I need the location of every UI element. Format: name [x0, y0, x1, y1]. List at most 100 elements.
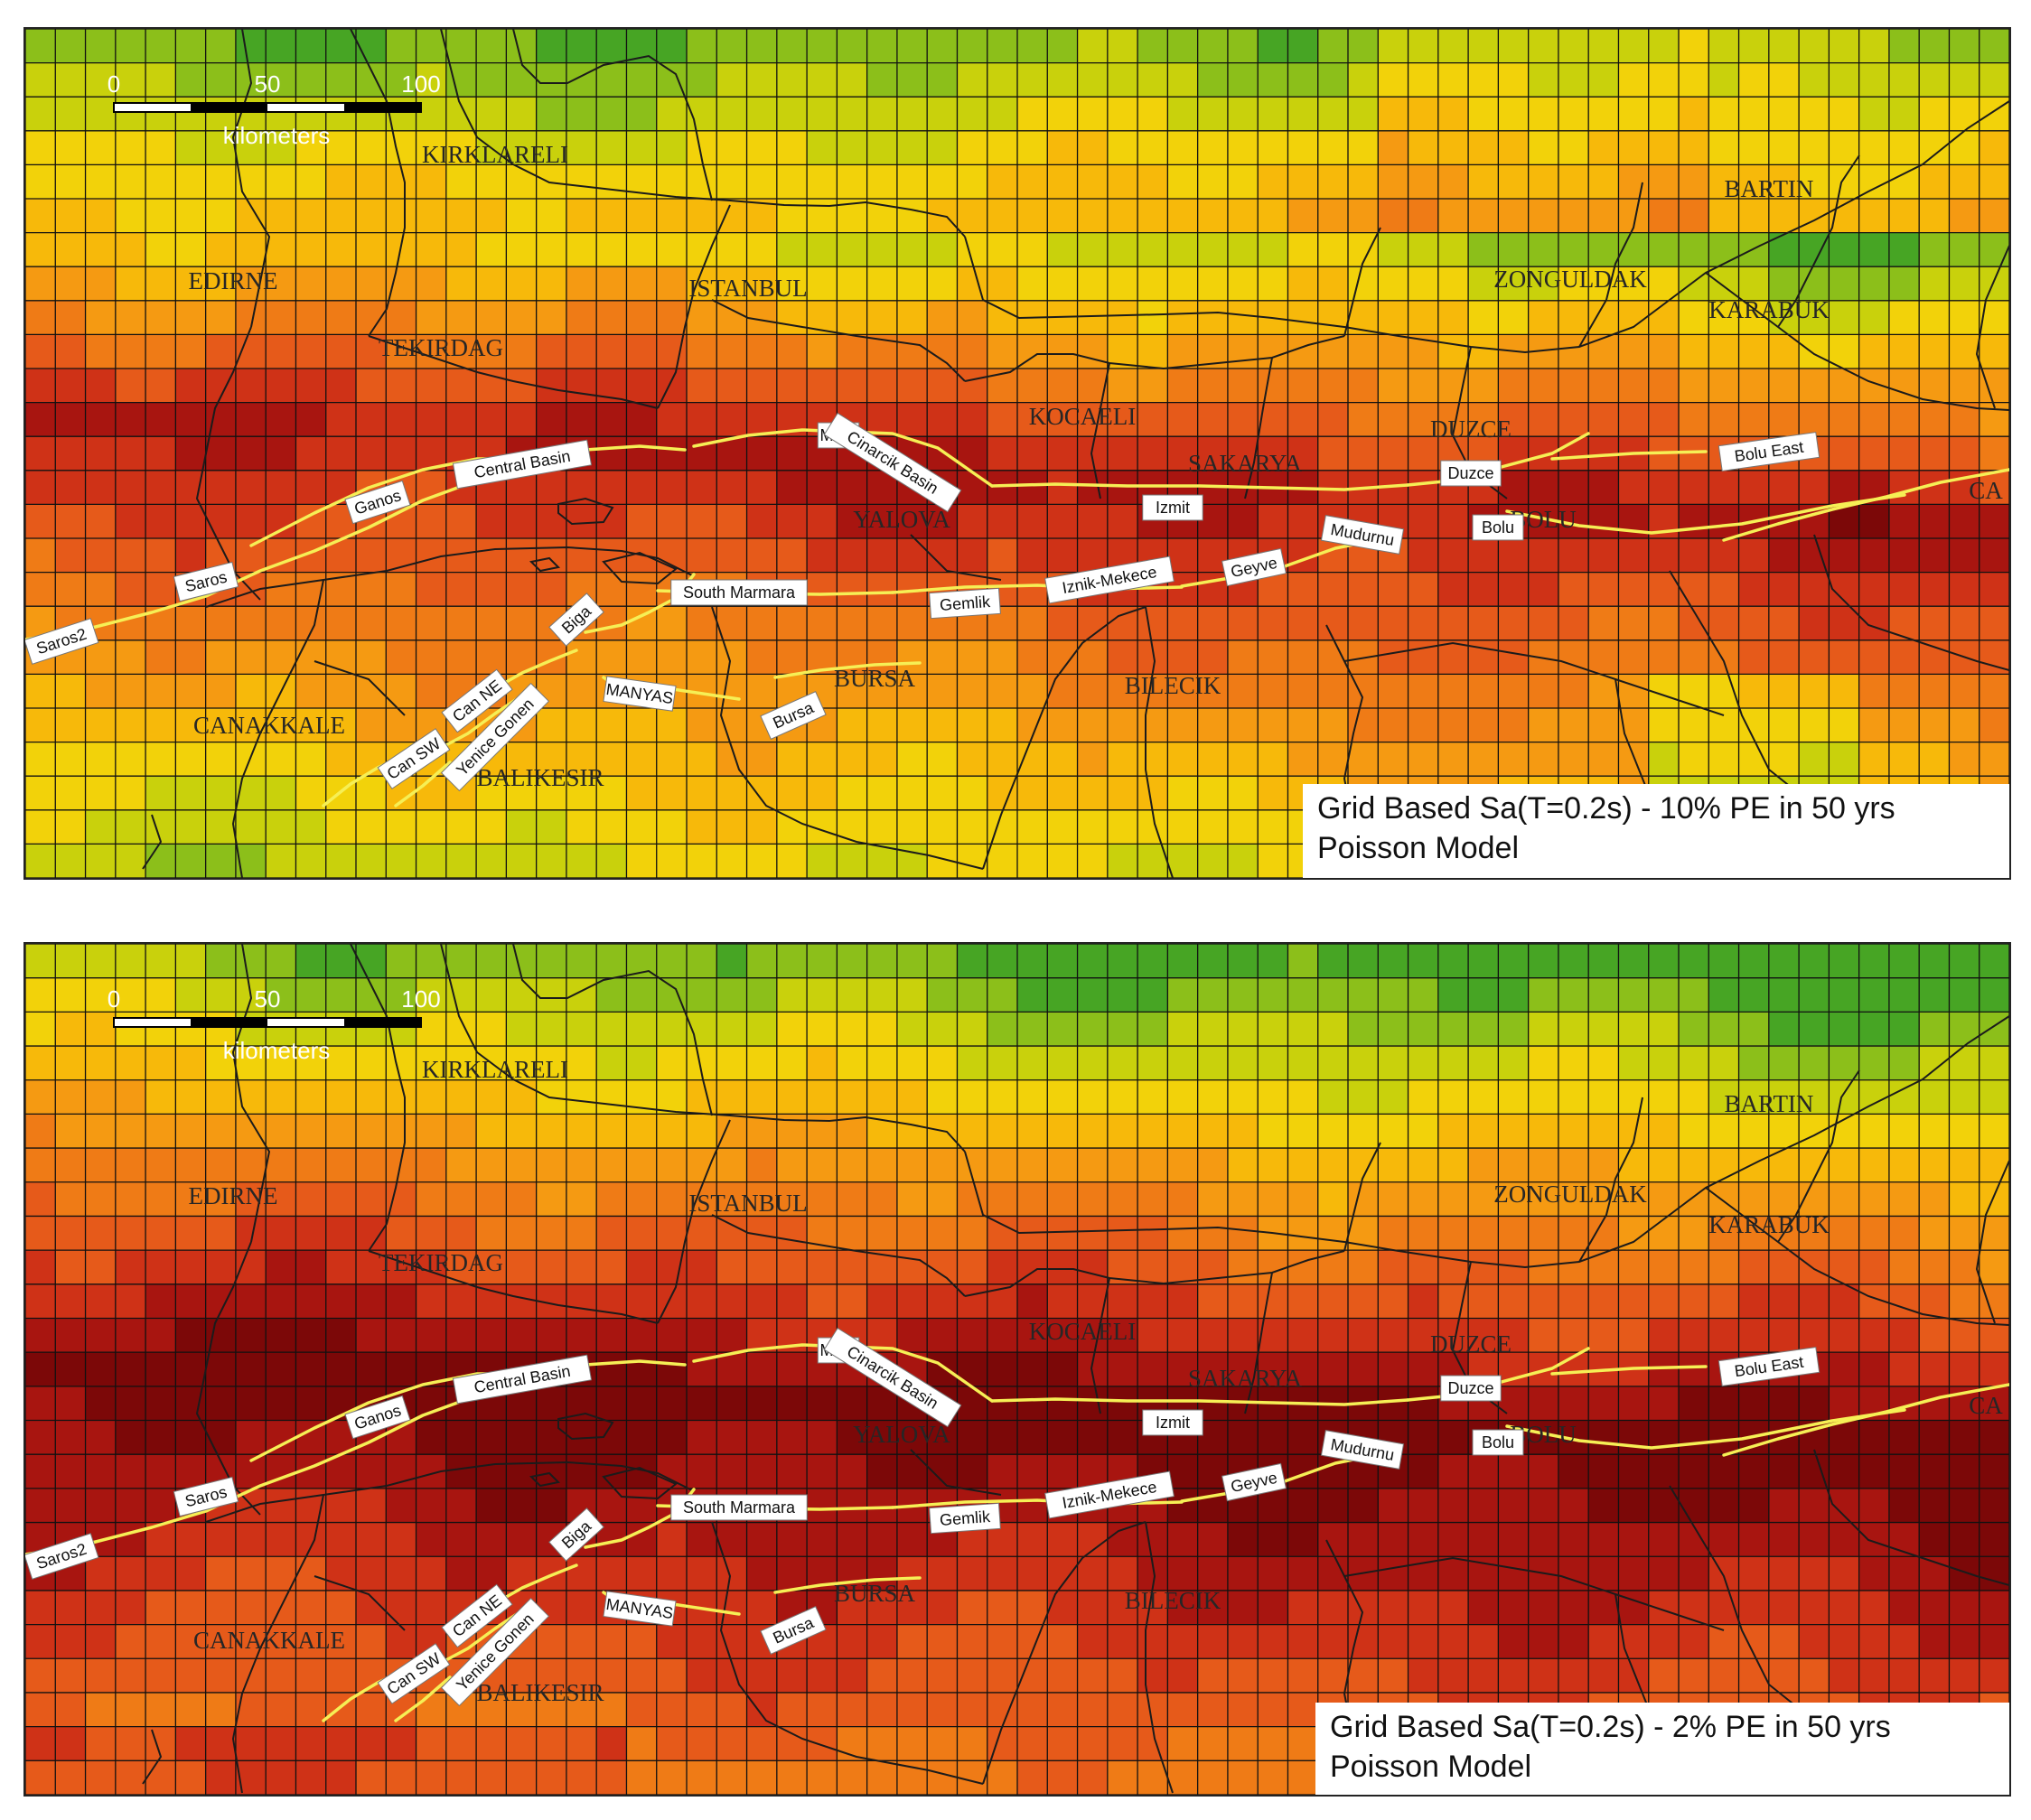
- grid-cell: [1287, 1046, 1319, 1081]
- grid-cell: [55, 436, 87, 471]
- grid-cell: [1227, 1726, 1259, 1761]
- grid-cell: [1227, 1216, 1259, 1251]
- grid-cell: [536, 1658, 567, 1694]
- grid-cell: [626, 62, 658, 98]
- grid-cell: [1829, 742, 1860, 777]
- grid-cell: [85, 944, 117, 979]
- boundary-line: [440, 944, 966, 1153]
- grid-cell: [1227, 504, 1259, 539]
- boundary-line: [314, 660, 406, 716]
- grid-cell: [536, 300, 567, 335]
- grid-cell: [386, 130, 417, 165]
- fault-trace: [394, 761, 452, 807]
- grid-cell: [25, 538, 56, 574]
- caption-subtitle: Poisson Model: [1330, 1750, 1531, 1784]
- fault-label-box: [452, 439, 593, 490]
- grid-cell: [1077, 334, 1109, 369]
- grid-cell: [1197, 300, 1229, 335]
- grid-cell: [115, 402, 146, 437]
- grid-cell: [1738, 1522, 1770, 1557]
- grid-cell: [1949, 164, 1980, 200]
- grid-cell: [1437, 369, 1469, 404]
- grid-cell: [1258, 1556, 1289, 1591]
- boundary-line: [964, 100, 2009, 354]
- fault-label: Duzce: [1440, 460, 1502, 487]
- grid-cell: [1167, 266, 1199, 302]
- grid-cell: [235, 809, 267, 845]
- grid-cell: [1858, 944, 1890, 979]
- grid-cell: [295, 470, 327, 505]
- grid-cell: [445, 1283, 477, 1320]
- fault-label-box: [25, 618, 99, 665]
- grid-cell: [1017, 1590, 1048, 1626]
- grid-cell: [987, 538, 1018, 574]
- grid-cell: [145, 470, 176, 505]
- grid-cell: [55, 1386, 87, 1422]
- grid-cell: [205, 844, 237, 878]
- grid-cell: [1107, 742, 1138, 777]
- grid-cell: [1197, 1352, 1229, 1387]
- grid-cell: [1227, 369, 1259, 404]
- grid-cell: [85, 402, 117, 437]
- grid-cell: [266, 300, 297, 335]
- grid-cell: [837, 470, 868, 505]
- grid-cell: [1137, 266, 1168, 302]
- grid-cell: [1618, 232, 1650, 267]
- fault-label: Bolu East: [1717, 1347, 1820, 1386]
- grid-cell: [1197, 1692, 1229, 1728]
- grid-cell: [1227, 199, 1259, 234]
- grid-cell: [596, 232, 628, 267]
- grid-cell: [476, 1148, 507, 1183]
- grid-cell: [1888, 1283, 1920, 1320]
- grid-cell: [416, 1692, 447, 1728]
- fault-label-box: [670, 579, 808, 606]
- grid-cell: [205, 1079, 237, 1115]
- grid-cell: [506, 300, 538, 335]
- grid-cell: [1799, 232, 1830, 267]
- province-label: CANAKKALE: [193, 712, 345, 739]
- grid-cell: [356, 1624, 387, 1659]
- fault-label-box: [760, 691, 827, 740]
- grid-cell: [1137, 708, 1168, 743]
- grid-cell: [536, 809, 567, 845]
- grid-cell: [1588, 639, 1620, 675]
- province-label: BALIKESIR: [477, 1679, 604, 1706]
- grid-cell: [85, 164, 117, 200]
- grid-cell: [175, 1454, 207, 1489]
- province-label: BALIKESIR: [477, 764, 604, 791]
- grid-cell: [596, 1216, 628, 1251]
- grid-cell: [1378, 266, 1409, 302]
- grid-cell: [746, 470, 778, 505]
- grid-cell: [416, 402, 447, 437]
- grid-cell: [266, 334, 297, 369]
- grid-cell: [1528, 708, 1559, 743]
- grid-cell: [687, 334, 717, 369]
- grid-cell: [927, 436, 959, 471]
- grid-cell: [1107, 436, 1138, 471]
- grid-cell: [145, 1046, 176, 1081]
- grid-cell: [566, 334, 597, 369]
- grid-cell: [1378, 62, 1409, 98]
- grid-cell: [626, 1250, 658, 1285]
- grid-cell: [1287, 977, 1319, 1013]
- grid-cell: [476, 300, 507, 335]
- grid-cell: [927, 130, 959, 165]
- grid-cell: [536, 1760, 567, 1795]
- grid-cell: [145, 1386, 176, 1422]
- grid-cell: [957, 1624, 988, 1659]
- grid-cell: [1799, 29, 1830, 64]
- grid-cell: [1528, 1590, 1559, 1626]
- grid-cell: [325, 1250, 357, 1285]
- grid-cell: [1919, 164, 1951, 200]
- grid-cell: [987, 1114, 1018, 1149]
- grid-cell: [1648, 742, 1680, 777]
- grid-cell: [85, 1181, 117, 1218]
- grid-cell: [175, 1658, 207, 1694]
- grid-cell: [596, 809, 628, 845]
- grid-cell: [1378, 606, 1409, 641]
- grid-cell: [1107, 1522, 1138, 1557]
- grid-cell: [1498, 300, 1530, 335]
- grid-cell: [1047, 1352, 1079, 1387]
- grid-cell: [1888, 1181, 1920, 1218]
- grid-cell: [1708, 977, 1740, 1013]
